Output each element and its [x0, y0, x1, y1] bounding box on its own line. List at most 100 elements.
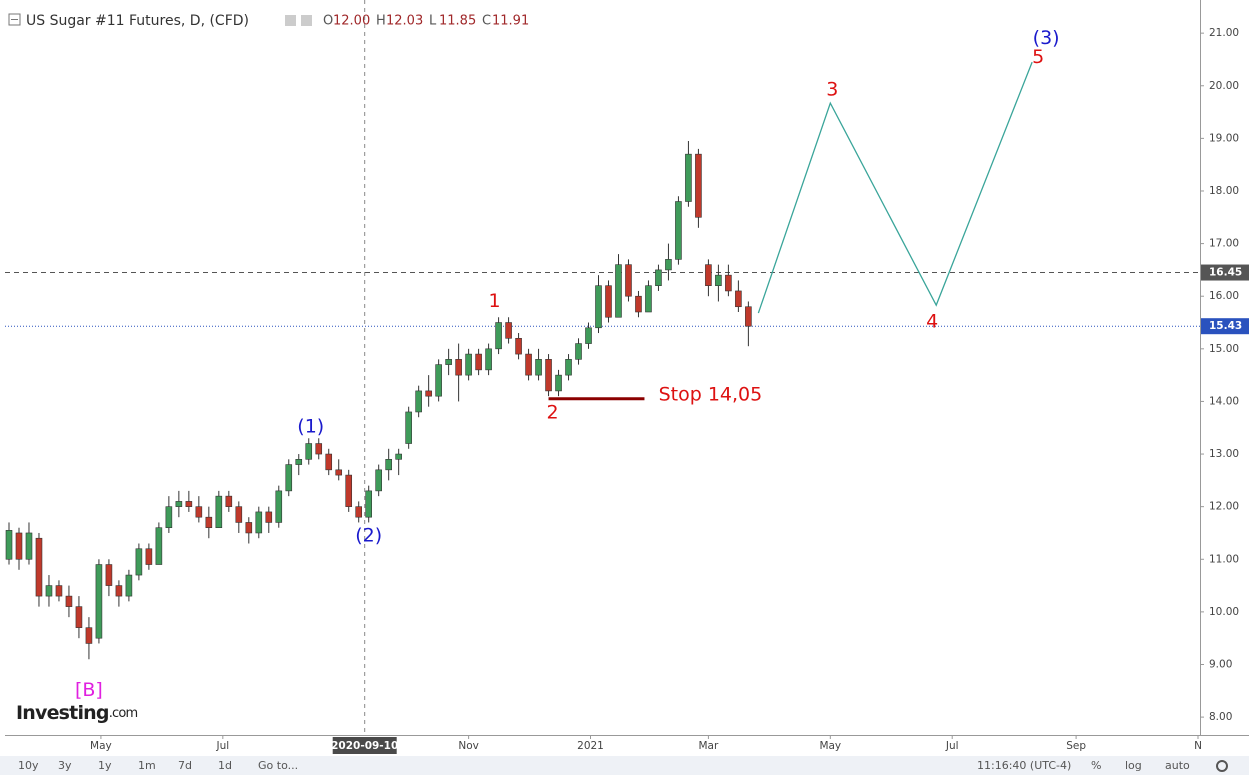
y-tick-label: 20.00	[1209, 80, 1239, 92]
candle-body	[445, 359, 452, 365]
wave-label: Stop 14,05	[659, 384, 763, 406]
y-tick-label: 8.00	[1209, 711, 1232, 723]
candle-body	[95, 564, 103, 639]
candle-body	[75, 606, 83, 628]
price-label: 16.45	[1209, 267, 1242, 279]
candle-body	[695, 153, 702, 218]
y-tick-label: 11.00	[1209, 553, 1239, 565]
candle-body	[545, 359, 552, 392]
candle-body	[335, 469, 343, 476]
candle-body	[575, 343, 582, 360]
range-button[interactable]: 3y	[58, 759, 72, 772]
y-tick-label: 12.00	[1209, 501, 1239, 513]
price-label-box	[1201, 318, 1249, 335]
candle-body	[405, 411, 412, 444]
candle-body	[365, 490, 372, 518]
chart-title: US Sugar #11 Futures, D, (CFD)	[26, 13, 249, 29]
crosshair-label: 2020-09-10	[331, 740, 398, 752]
settings-gear[interactable]	[1216, 760, 1228, 772]
candle-body	[165, 506, 173, 529]
candle-body	[495, 322, 502, 350]
option-button[interactable]: %	[1091, 759, 1101, 772]
option-button[interactable]: log	[1125, 759, 1142, 772]
candle-body	[685, 153, 692, 202]
x-tick-label: Jul	[215, 740, 229, 752]
price-label: 15.43	[1209, 320, 1242, 332]
collapse-icon[interactable]	[8, 13, 21, 26]
candle-body	[555, 374, 562, 392]
wave-label: [B]	[75, 679, 103, 701]
candle-body	[475, 353, 482, 371]
candle-body	[655, 269, 662, 286]
candle-body	[535, 359, 542, 376]
candle-body	[435, 364, 442, 397]
candle-body	[45, 585, 53, 597]
y-tick-label: 13.00	[1209, 448, 1239, 460]
range-button[interactable]: Go to...	[258, 759, 298, 772]
candle-body	[355, 506, 363, 518]
wave-label: 1	[489, 290, 501, 312]
ohlc-value: 12.00	[333, 14, 370, 29]
candle-body	[105, 564, 113, 586]
range-button[interactable]: 10y	[18, 759, 39, 772]
range-button[interactable]: 7d	[178, 759, 192, 772]
range-button[interactable]: 1y	[98, 759, 112, 772]
logo: Investing.com	[16, 702, 138, 724]
range-button[interactable]: 1m	[138, 759, 156, 772]
x-tick-label: Nov	[458, 740, 479, 752]
candle-body	[135, 548, 143, 576]
candle-body	[745, 306, 752, 327]
candle-body	[115, 585, 123, 597]
candle-body	[595, 285, 602, 329]
y-tick-label: 9.00	[1209, 658, 1232, 670]
ohlc-key: H	[376, 14, 386, 29]
wave-label: 3	[826, 78, 838, 100]
settings-icon[interactable]	[301, 15, 312, 26]
candle-body	[125, 574, 133, 597]
x-tick-label: Sep	[1066, 740, 1086, 752]
candle-body	[295, 459, 303, 465]
candle-body	[625, 264, 632, 297]
ohlc-key: C	[482, 14, 491, 29]
y-tick-label: 18.00	[1209, 185, 1239, 197]
candle-body	[725, 274, 732, 292]
candle-body	[525, 353, 532, 376]
candle-body	[235, 506, 243, 523]
candle-body	[645, 285, 652, 313]
crosshair-label-box	[332, 737, 397, 754]
candle-body	[195, 506, 203, 518]
candle-body	[275, 490, 283, 523]
y-tick-label: 19.00	[1209, 132, 1239, 144]
candle-body	[315, 443, 323, 455]
candle-body	[55, 585, 63, 597]
x-tick-label: May	[819, 740, 841, 752]
candle-body	[285, 464, 293, 492]
x-tick-label: 2021	[577, 740, 604, 752]
candle-body	[565, 359, 572, 376]
price-label-box	[1201, 264, 1249, 281]
toolbar-items: 10y 3y 1y 1m 7d 1d Go to... 11:16:40 (UTC-4)% lo…	[18, 759, 1228, 772]
x-tick-label: May	[90, 740, 112, 752]
candle-body	[265, 511, 273, 523]
ohlc-legend: O 12.00 H 12.03 L 11.85 C 11.91	[323, 14, 529, 29]
candle-body	[5, 530, 13, 560]
eye-icon[interactable]	[285, 15, 296, 26]
candle-body	[425, 390, 432, 397]
y-tick-label: 15.00	[1209, 343, 1239, 355]
y-tick-label: 14.00	[1209, 395, 1239, 407]
ohlc-key: O	[323, 14, 333, 29]
candle-body	[205, 516, 213, 529]
y-tick-label: 10.00	[1209, 606, 1239, 618]
candle-body	[395, 453, 402, 460]
candle-body	[325, 453, 333, 471]
candle-body	[375, 469, 382, 492]
option-button[interactable]: auto	[1165, 759, 1190, 772]
candle-body	[505, 322, 512, 339]
candle-body	[175, 501, 183, 507]
range-button[interactable]: 1d	[218, 759, 232, 772]
ohlc-value: 11.91	[492, 14, 529, 29]
candle-body	[605, 285, 612, 318]
logo-suffix: .com	[109, 706, 138, 721]
wave-projection	[757, 61, 1033, 314]
